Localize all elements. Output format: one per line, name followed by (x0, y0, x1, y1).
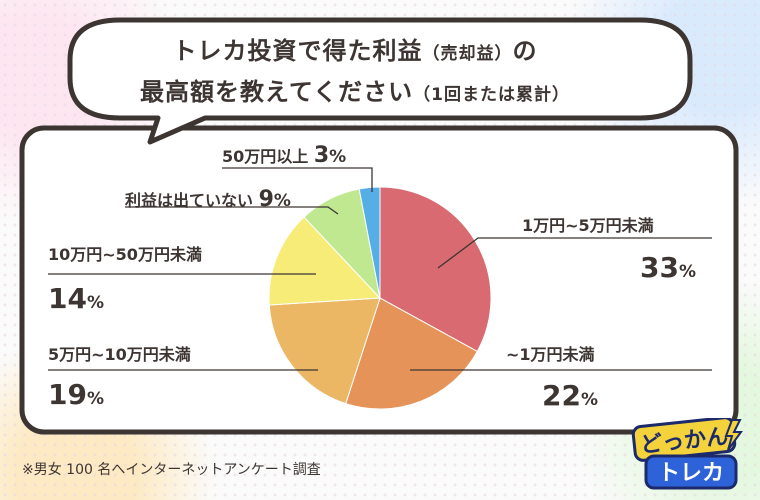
pie-chart (48, 167, 712, 410)
value-slice-3-number: 19 (48, 378, 87, 411)
label-slice-1-name: 1万円~5万円未満 (522, 216, 654, 235)
label-slice-2: ~1万円未満 (506, 341, 595, 365)
pie-slice-3 (268, 297, 381, 405)
title-bubble (67, 17, 693, 145)
leader-line-1 (437, 237, 712, 269)
pie-slice-2 (345, 297, 478, 410)
label-slice-6-name: 50万円以上 (222, 147, 309, 166)
label-slice-5: 利益は出ていない 9% (125, 187, 291, 212)
value-slice-2-number: 22 (542, 379, 581, 412)
brand-logo: どっかん トレカ (631, 418, 743, 490)
label-slice-6: 50万円以上 3% (222, 143, 347, 168)
pie-slice-1 (379, 186, 492, 353)
label-slice-4: 10万円~50万円未満 (48, 241, 202, 265)
title-line1: トレカ投資で得た利益 (172, 37, 423, 65)
value-slice-2: 22% (542, 379, 599, 412)
title-line2: 最高額を教えてください (140, 78, 414, 106)
chart-title: トレカ投資で得た利益（売却益）の 最高額を教えてください（1回または累計） (55, 32, 655, 114)
label-slice-4-name: 10万円~50万円未満 (48, 245, 202, 264)
label-slice-3: 5万円~10万円未満 (48, 341, 191, 365)
label-slice-3-name: 5万円~10万円未満 (48, 345, 191, 364)
survey-footnote: ※男女 100 名へインターネットアンケート調査 (22, 462, 321, 478)
value-slice-3: 19% (48, 378, 105, 411)
leader-line-5 (125, 206, 339, 215)
value-slice-5-number: 9 (258, 187, 274, 212)
value-slice-6-number: 3 (313, 143, 330, 168)
title-line2-paren: （1回または累計） (413, 85, 570, 105)
leader-line-6 (222, 167, 373, 192)
title-line1-end: の (512, 37, 538, 65)
title-line1-paren: （売却益） (422, 44, 513, 64)
pie-slice-6 (358, 186, 381, 299)
label-slice-2-name: ~1万円未満 (506, 345, 595, 364)
svg-text:トレカ: トレカ (658, 461, 724, 486)
pie-slice-4 (268, 216, 382, 306)
label-slice-1: 1万円~5万円未満 (522, 212, 654, 236)
label-slice-5-name: 利益は出ていない (125, 191, 254, 210)
value-slice-4-number: 14 (48, 282, 87, 315)
value-slice-1: 33% (640, 251, 697, 284)
value-slice-1-number: 33 (640, 251, 679, 284)
value-slice-4: 14% (48, 282, 105, 315)
